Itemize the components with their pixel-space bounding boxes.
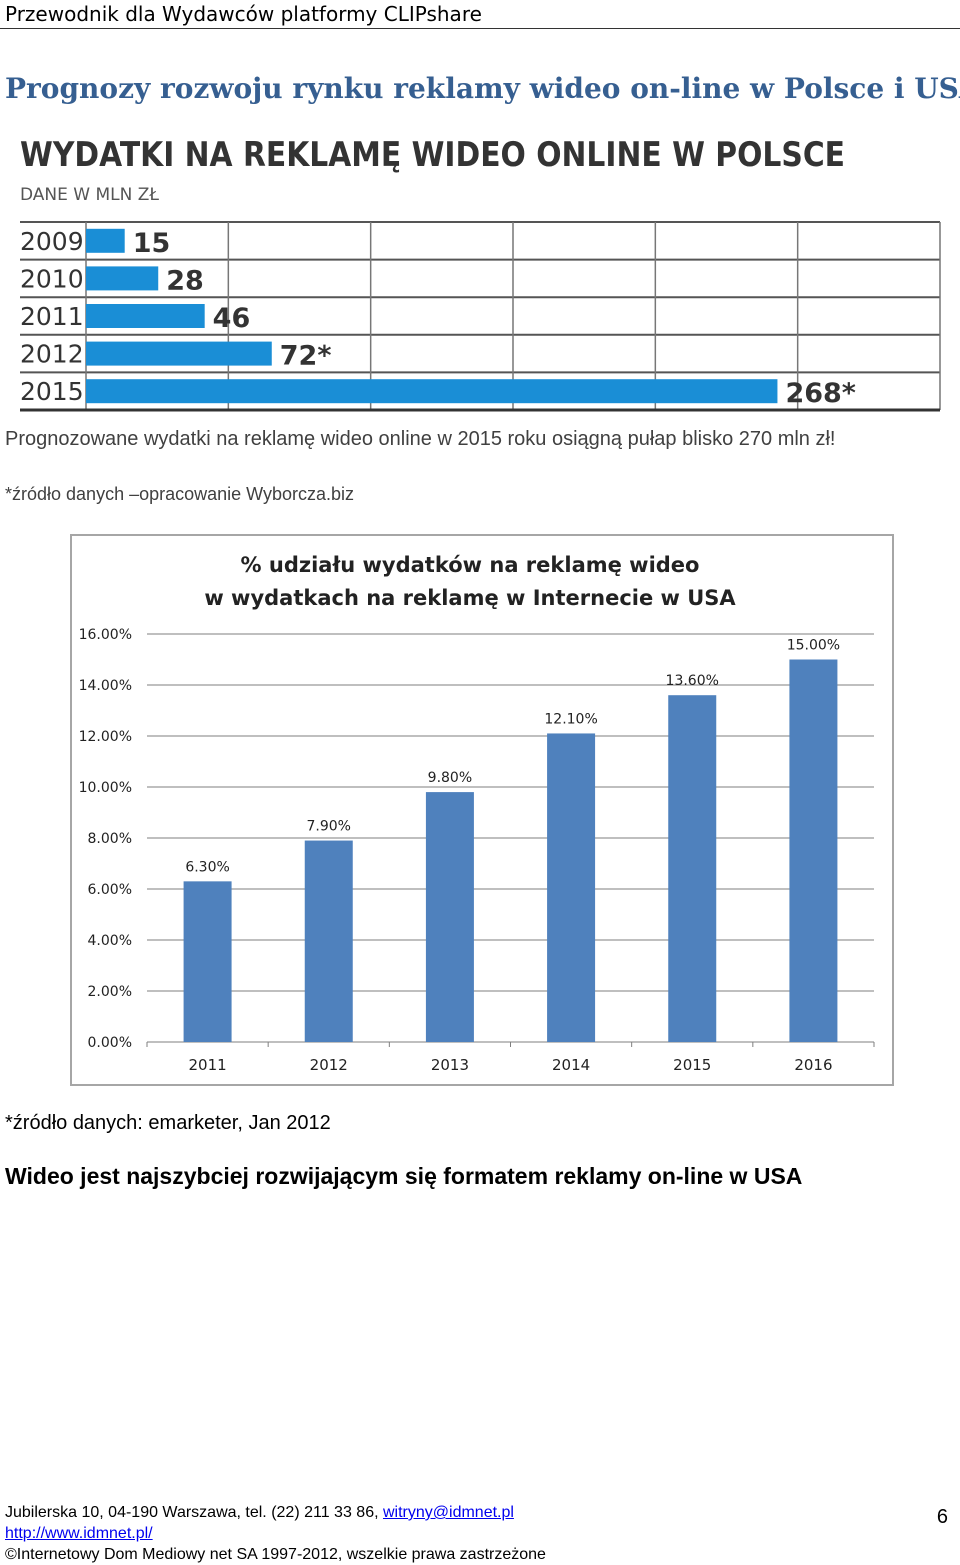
us-x-tick-label: 2011 xyxy=(188,1056,226,1074)
us-y-tick-label: 8.00% xyxy=(88,831,132,847)
us-x-tick-label: 2015 xyxy=(673,1056,711,1074)
footer-email-link[interactable]: witryny@idmnet.pl xyxy=(382,1504,514,1521)
pl-category-label: 2015 xyxy=(20,377,84,406)
pl-bar xyxy=(86,228,125,253)
us-chart-y-ticks: 0.00% 2.00% 4.00% 6.00% 8.00% 10.00% 12.00% 14.… xyxy=(79,627,132,1051)
us-y-tick-label: 6.00% xyxy=(88,882,132,898)
us-value-label: 7.90% xyxy=(307,819,351,835)
pl-value-label: 15 xyxy=(133,228,171,259)
us-bar xyxy=(789,659,838,1042)
pl-value-label: 46 xyxy=(213,303,251,334)
page-header: Przewodnik dla Wydawców platformy CLIPsh… xyxy=(0,0,960,29)
pl-value-label: 28 xyxy=(166,265,204,296)
us-x-tick-label: 2013 xyxy=(431,1056,469,1074)
footer-copyright: ©Internetowy Dom Mediowy net SA 1997-201… xyxy=(5,1546,546,1563)
pl-category-label: 2011 xyxy=(20,302,84,331)
us-value-label: 13.60% xyxy=(666,673,719,689)
us-video-share-chart: % udziału wydatków na reklamę wideo w wy… xyxy=(70,534,894,1086)
us-x-tick-label: 2016 xyxy=(794,1056,832,1074)
pl-value-label: 72* xyxy=(280,341,332,372)
pl-bar xyxy=(86,341,272,366)
us-chart-title-line1: % udziału wydatków na reklamę wideo xyxy=(241,553,700,577)
pl-chart-subtitle: DANE W MLN ZŁ xyxy=(20,185,159,205)
pl-category-label: 2012 xyxy=(20,340,84,369)
pl-bar xyxy=(86,379,778,404)
pl-bar xyxy=(86,304,205,328)
us-video-heading: Wideo jest najszybciej rozwijającym się … xyxy=(5,1163,803,1189)
us-value-label: 15.00% xyxy=(787,638,840,654)
section-title: Prognozy rozwoju rynku reklamy wideo on-… xyxy=(5,72,960,105)
pl-category-label: 2010 xyxy=(20,264,84,293)
us-chart-bars: 6.30% 7.90% 9.80% 12.10% 13.60% 15.00% xyxy=(183,638,840,1042)
us-value-label: 12.10% xyxy=(544,711,597,727)
footer-address: Jubilerska 10, 04-190 Warszawa, tel. (22… xyxy=(5,1504,383,1521)
pl-chart-bars: 2009 15 2010 28 2011 46 2012 72* 2015 268* xyxy=(20,227,856,409)
us-bar xyxy=(547,733,596,1042)
pl-video-spend-chart: WYDATKI NA REKLAMĘ WIDEO ONLINE W POLSCE… xyxy=(20,135,941,412)
us-y-tick-label: 0.00% xyxy=(88,1035,132,1051)
page-number: 6 xyxy=(936,1506,948,1528)
us-chart-title-line2: w wydatkach na reklamę w Internecie w US… xyxy=(204,586,736,610)
header-title: Przewodnik dla Wydawców platformy CLIPsh… xyxy=(5,2,482,26)
us-y-tick-label: 14.00% xyxy=(79,678,132,694)
us-y-tick-label: 2.00% xyxy=(88,984,132,1000)
us-bar xyxy=(425,792,474,1042)
footer-url-link[interactable]: http://www.idmnet.pl/ xyxy=(5,1525,153,1542)
footer-address-line: Jubilerska 10, 04-190 Warszawa, tel. (22… xyxy=(5,1502,546,1523)
us-y-tick-label: 4.00% xyxy=(88,933,132,949)
us-x-tick-label: 2014 xyxy=(552,1056,590,1074)
source-note-1: *źródło danych –opracowanie Wyborcza.biz xyxy=(5,484,355,504)
forecast-text-highlight: 270 mln zł! xyxy=(738,428,836,450)
pl-category-label: 2009 xyxy=(20,227,84,256)
forecast-text: Prognozowane wydatki na reklamę wideo on… xyxy=(5,428,836,451)
us-bar xyxy=(668,695,717,1042)
us-chart-grid xyxy=(147,633,874,1043)
us-value-label: 9.80% xyxy=(428,770,472,786)
forecast-text-main: Prognozowane wydatki na reklamę wideo on… xyxy=(5,428,739,450)
pl-chart-title: WYDATKI NA REKLAMĘ WIDEO ONLINE W POLSCE xyxy=(20,135,845,175)
pl-bar xyxy=(86,266,159,291)
page-footer: Jubilerska 10, 04-190 Warszawa, tel. (22… xyxy=(5,1502,546,1565)
us-x-tick-label: 2012 xyxy=(310,1056,348,1074)
us-y-tick-label: 16.00% xyxy=(79,627,132,643)
us-y-tick-label: 10.00% xyxy=(79,780,132,796)
us-y-tick-label: 12.00% xyxy=(79,729,132,745)
us-bar xyxy=(304,840,353,1042)
pl-value-label: 268* xyxy=(785,378,855,409)
pl-chart-grid xyxy=(20,221,941,412)
source-note-2: *źródło danych: emarketer, Jan 2012 xyxy=(5,1112,331,1134)
us-value-label: 6.30% xyxy=(185,859,229,875)
us-chart-x-ticks: 2011 2012 2013 2014 2015 2016 xyxy=(146,1042,875,1074)
us-bar xyxy=(183,881,232,1042)
